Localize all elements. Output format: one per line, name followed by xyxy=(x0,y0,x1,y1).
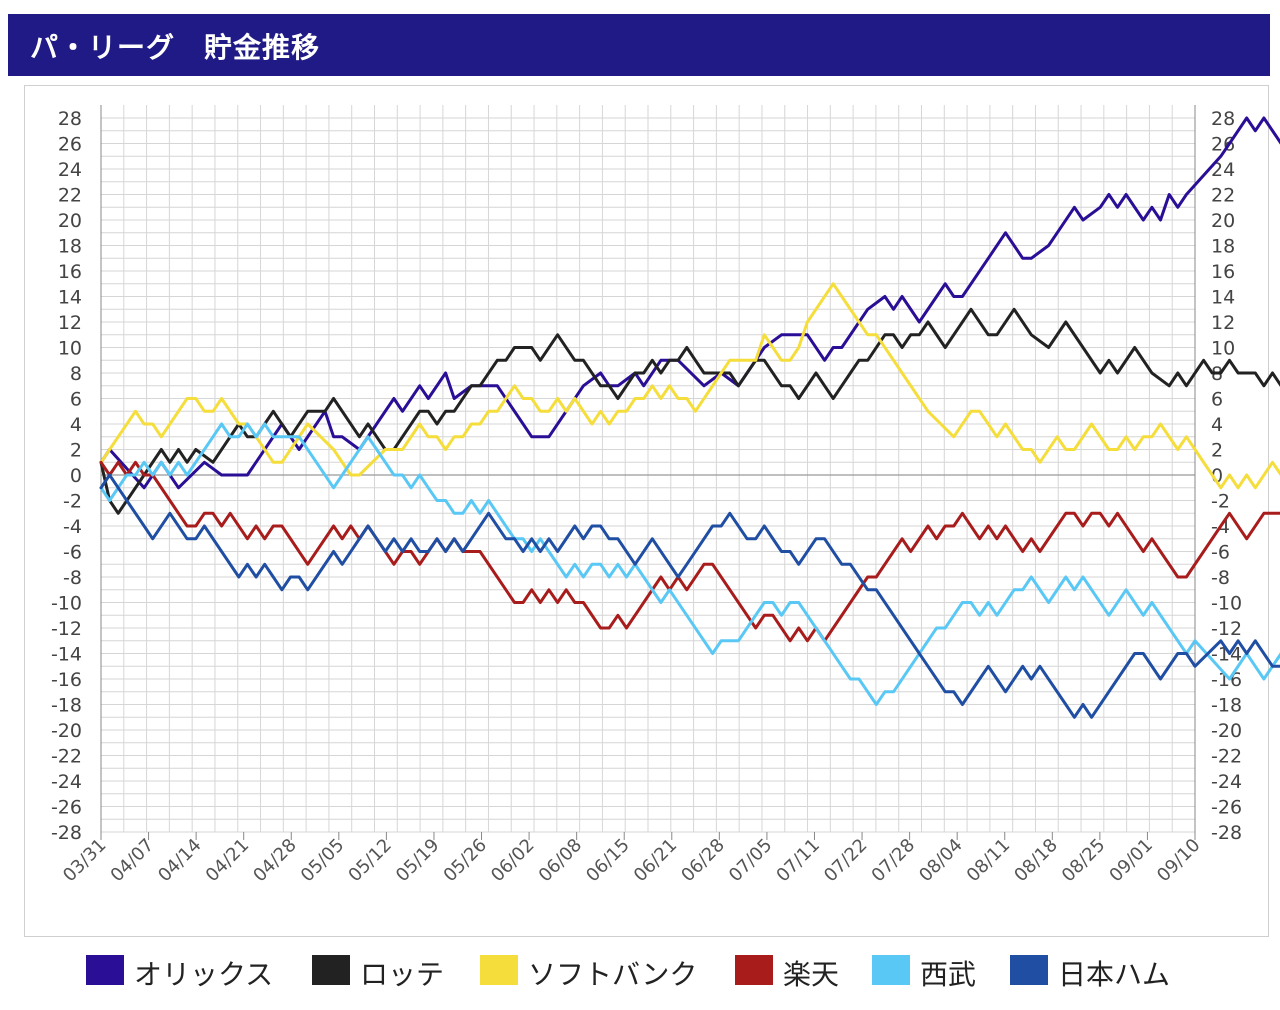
grid xyxy=(100,105,1196,833)
legend-swatch xyxy=(872,955,910,985)
legend-label: 西武 xyxy=(920,958,977,991)
chart-title: パ・リーグ 貯金推移 xyxy=(30,31,321,64)
y-tick-label-right: 2 xyxy=(1211,440,1223,462)
y-tick-label-left: 20 xyxy=(58,210,82,232)
y-tick-label-right: 26 xyxy=(1211,134,1235,156)
y-tick-label-left: 18 xyxy=(58,236,82,258)
y-tick-label-left: 0 xyxy=(70,465,82,487)
y-tick-label-left: -8 xyxy=(63,567,82,589)
y-tick-label-left: 14 xyxy=(58,287,82,309)
y-tick-label-left: 28 xyxy=(58,108,82,130)
y-tick-label-right: -2 xyxy=(1211,491,1230,513)
series-line xyxy=(99,473,1280,719)
legend-label: 楽天 xyxy=(783,958,840,991)
y-tick-label-left: 24 xyxy=(58,159,82,181)
y-tick-label-left: -24 xyxy=(51,771,82,793)
y-tick-label-left: -20 xyxy=(51,720,82,742)
y-tick-label-right: 18 xyxy=(1211,236,1235,258)
legend-swatch xyxy=(312,955,350,985)
y-tick-label-right: -6 xyxy=(1211,542,1230,564)
y-tick-label-left: -14 xyxy=(51,644,82,666)
y-tick-label-left: -28 xyxy=(51,822,82,844)
y-tick-label-left: 4 xyxy=(70,414,82,436)
y-tick-label-left: -18 xyxy=(51,695,82,717)
y-tick-label-right: -8 xyxy=(1211,567,1230,589)
legend-label: ソフトバンク xyxy=(528,958,698,991)
y-tick-label-left: 10 xyxy=(58,338,82,360)
y-tick-label-left: -26 xyxy=(51,797,82,819)
y-tick-label-right: -24 xyxy=(1211,771,1242,793)
y-tick-label-right: -10 xyxy=(1211,593,1242,615)
y-tick-label-left: -4 xyxy=(63,516,82,538)
y-tick-label-left: -6 xyxy=(63,542,82,564)
y-tick-label-left: -10 xyxy=(51,593,82,615)
legend-label: オリックス xyxy=(134,958,274,991)
y-tick-label-left: 16 xyxy=(58,261,82,283)
legend-swatch xyxy=(86,955,124,985)
y-tick-label-right: 6 xyxy=(1211,389,1223,411)
y-tick-label-left: 26 xyxy=(58,134,82,156)
legend-label: ロッテ xyxy=(360,958,445,991)
series-line xyxy=(99,282,1280,490)
y-tick-label-right: -26 xyxy=(1211,797,1242,819)
legend-label: 日本ハム xyxy=(1058,958,1171,991)
y-tick-label-left: 22 xyxy=(58,185,82,207)
chart-header: パ・リーグ 貯金推移 xyxy=(8,14,1270,76)
y-tick-label-left: -16 xyxy=(51,669,82,691)
legend-swatch xyxy=(1010,955,1048,985)
y-tick-label-left: 6 xyxy=(70,389,82,411)
y-tick-label-left: -22 xyxy=(51,746,82,768)
y-tick-label-left: 2 xyxy=(70,440,82,462)
y-tick-label-left: 12 xyxy=(58,312,82,334)
y-tick-label-right: 28 xyxy=(1211,108,1235,130)
series-line xyxy=(99,116,1280,490)
y-tick-label-right: 12 xyxy=(1211,312,1235,334)
y-tick-label-right: 16 xyxy=(1211,261,1235,283)
y-tick-label-left: 8 xyxy=(70,363,82,385)
y-tick-label-right: 22 xyxy=(1211,185,1235,207)
chart-legend: オリックス ロッテ ソフトバンク 楽天 西武 日本ハム xyxy=(0,950,1280,994)
y-tick-label-right: 20 xyxy=(1211,210,1235,232)
y-tick-label-right: 4 xyxy=(1211,414,1223,436)
legend-swatch xyxy=(480,955,518,985)
y-tick-label-left: -12 xyxy=(51,618,82,640)
y-tick-label-right: -28 xyxy=(1211,822,1242,844)
y-tick-label-right: -20 xyxy=(1211,720,1242,742)
y-tick-label-right: 10 xyxy=(1211,338,1235,360)
y-tick-label-right: -12 xyxy=(1211,618,1242,640)
y-tick-label-right: -16 xyxy=(1211,669,1242,691)
y-tick-label-right: -18 xyxy=(1211,695,1242,717)
y-tick-label-right: 24 xyxy=(1211,159,1235,181)
series-line xyxy=(99,422,1280,706)
legend-swatch xyxy=(735,955,773,985)
y-tick-label-right: 0 xyxy=(1211,465,1223,487)
y-tick-label-right: -22 xyxy=(1211,746,1242,768)
series-line xyxy=(99,307,1280,515)
y-tick-label-left: -2 xyxy=(63,491,82,513)
y-tick-label-right: 14 xyxy=(1211,287,1235,309)
